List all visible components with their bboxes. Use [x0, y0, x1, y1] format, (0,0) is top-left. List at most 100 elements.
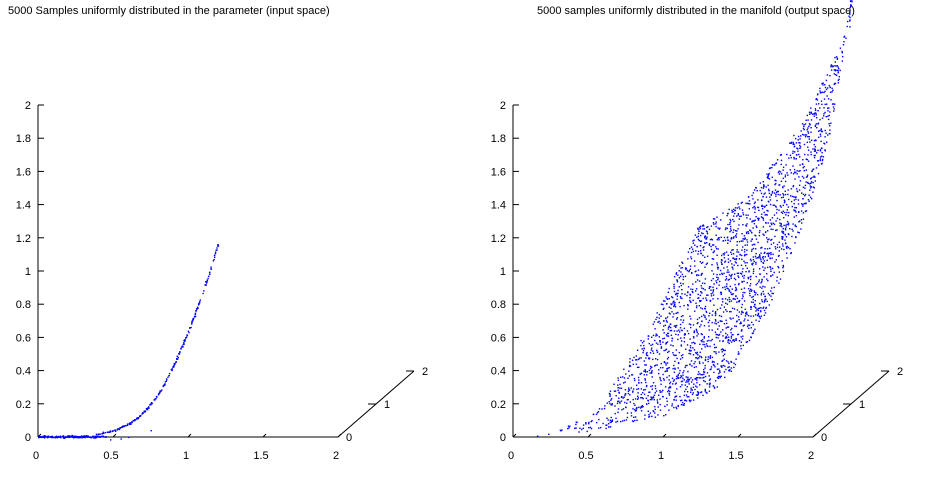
data-point — [648, 358, 650, 360]
data-point — [646, 371, 649, 373]
data-point — [777, 265, 779, 268]
data-point — [770, 290, 772, 292]
data-point — [147, 407, 149, 409]
data-point — [708, 329, 710, 331]
data-point — [630, 415, 633, 417]
data-point — [681, 399, 683, 401]
data-point — [91, 436, 93, 439]
data-point — [801, 222, 803, 224]
data-point — [643, 340, 645, 342]
data-point — [757, 257, 759, 259]
data-point — [761, 246, 763, 249]
data-point — [731, 263, 733, 265]
data-point — [741, 303, 743, 306]
data-point — [731, 334, 733, 336]
data-point — [760, 258, 762, 261]
data-point — [714, 311, 717, 313]
data-point — [632, 398, 634, 401]
data-point — [143, 410, 145, 412]
data-point — [693, 337, 695, 339]
data-point — [703, 341, 705, 343]
data-point — [758, 307, 761, 309]
data-point — [656, 349, 658, 351]
data-point — [741, 271, 744, 273]
data-point — [63, 436, 66, 438]
data-point — [724, 279, 727, 281]
data-point — [767, 252, 769, 254]
data-point — [693, 239, 695, 241]
data-point — [806, 141, 808, 143]
data-point — [764, 256, 766, 258]
data-point — [690, 323, 692, 326]
data-point — [699, 362, 701, 365]
data-point — [702, 228, 704, 230]
data-point — [637, 392, 639, 394]
data-point — [217, 244, 219, 246]
data-point — [845, 37, 847, 39]
data-point — [744, 237, 746, 239]
data-point — [752, 270, 755, 272]
data-point — [795, 236, 797, 239]
data-point — [763, 269, 765, 271]
data-point — [797, 135, 800, 138]
data-point — [723, 358, 725, 360]
data-point — [679, 295, 682, 298]
data-point — [652, 334, 655, 337]
data-point — [764, 248, 766, 250]
data-point — [704, 315, 706, 317]
data-point — [770, 252, 772, 254]
data-point — [735, 234, 737, 237]
data-point — [759, 257, 762, 259]
data-point — [646, 354, 649, 357]
data-point — [712, 286, 714, 289]
data-point — [663, 349, 665, 352]
data-point — [790, 195, 792, 197]
data-point — [826, 103, 828, 105]
data-point — [780, 197, 783, 199]
data-point — [636, 384, 638, 386]
data-point — [849, 6, 851, 9]
data-point — [704, 235, 706, 238]
data-point — [771, 257, 773, 259]
data-point — [755, 238, 758, 240]
data-point — [719, 273, 721, 276]
data-point — [723, 323, 726, 325]
data-point — [727, 223, 729, 226]
data-point — [765, 307, 767, 310]
data-point — [701, 320, 703, 322]
data-point — [684, 384, 686, 386]
data-point — [622, 376, 624, 378]
data-point — [659, 341, 661, 343]
data-point — [681, 267, 684, 269]
data-point — [734, 289, 737, 292]
data-point — [652, 358, 654, 361]
data-point — [798, 232, 800, 234]
data-point — [807, 149, 810, 151]
x-tick-mark — [187, 433, 192, 438]
data-point — [712, 251, 714, 254]
data-point — [785, 226, 787, 228]
data-point — [690, 360, 693, 362]
data-point — [690, 399, 692, 402]
data-point — [609, 421, 611, 424]
data-point — [726, 310, 728, 313]
data-point — [652, 410, 654, 412]
data-point — [195, 310, 197, 312]
data-point — [769, 257, 771, 260]
data-point — [704, 388, 706, 391]
data-point — [704, 278, 707, 280]
data-point — [724, 261, 726, 263]
data-point — [764, 251, 766, 254]
data-point — [94, 436, 97, 438]
data-point — [775, 248, 777, 250]
data-point — [753, 291, 756, 293]
data-point — [114, 429, 116, 432]
data-point — [757, 309, 760, 312]
data-point — [677, 367, 679, 369]
data-point — [718, 351, 720, 353]
data-point — [723, 371, 726, 373]
data-point — [738, 283, 740, 286]
data-point — [699, 351, 701, 353]
data-point — [76, 435, 78, 438]
data-point — [749, 324, 751, 326]
